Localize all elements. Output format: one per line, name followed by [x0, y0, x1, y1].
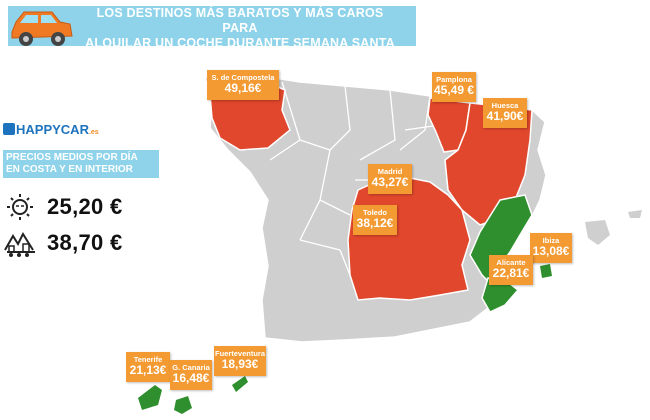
- title-line-2: ALQUILAR UN COCHE DURANTE SEMANA SANTA: [85, 36, 395, 50]
- label-price: 45,49 €: [433, 83, 475, 97]
- label-city: Toledo: [362, 208, 388, 217]
- label-city: Alicante: [496, 258, 526, 267]
- label-alicante: Alicante 22,81€: [489, 255, 533, 285]
- label-gran-canaria: G. Canaria 16,48€: [170, 360, 212, 390]
- page-title: LOS DESTINOS MÁS BARATOS Y MÁS CAROS PAR…: [80, 6, 400, 51]
- interior-price-row: 38,70 €: [3, 228, 123, 258]
- logo-mark-icon: [3, 123, 15, 135]
- label-city: S. de Compostela: [211, 73, 275, 82]
- label-price: 18,93€: [221, 357, 259, 371]
- label-price: 38,12€: [356, 216, 394, 230]
- brand-tld: .es: [88, 129, 99, 136]
- interior-price: 38,70 €: [47, 230, 123, 255]
- subtitle-line-1: PRECIOS MEDIOS POR DÍA: [6, 152, 138, 163]
- label-price: 49,16€: [224, 81, 262, 95]
- label-santiago: S. de Compostela 49,16€: [207, 70, 279, 100]
- island-gran-canaria: [174, 396, 192, 414]
- island-tenerife: [138, 385, 162, 410]
- island-fuerteventura: [232, 376, 248, 392]
- label-price: 13,08€: [532, 244, 570, 258]
- costa-price-row: 25,20 €: [3, 192, 123, 222]
- island-menorca: [628, 210, 642, 218]
- label-price: 16,48€: [172, 371, 210, 385]
- label-price: 41,90€: [486, 109, 524, 123]
- label-ibiza: Ibiza 13,08€: [530, 233, 572, 263]
- label-price: 21,13€: [129, 363, 167, 377]
- brand-name: HAPPYCAR: [16, 122, 89, 137]
- label-city: G. Canaria: [172, 363, 210, 372]
- sun-icon: [7, 194, 33, 220]
- costa-price: 25,20 €: [47, 194, 123, 219]
- label-pamplona: Pamplona 45,49 €: [432, 72, 476, 102]
- label-madrid: Madrid 43,27€: [368, 164, 412, 194]
- average-prices-subtitle: PRECIOS MEDIOS POR DÍA EN COSTA Y EN INT…: [3, 150, 159, 178]
- title-line-1: LOS DESTINOS MÁS BARATOS Y MÁS CAROS PAR…: [96, 6, 384, 35]
- happycar-logo: HAPPYCAR.es: [3, 122, 99, 137]
- label-fuerteventura: Fuerteventura 18,93€: [214, 346, 266, 376]
- mountain-town-icon: [4, 231, 35, 257]
- header-banner: [8, 6, 416, 46]
- portugal: [228, 150, 268, 300]
- label-city: Tenerife: [133, 355, 163, 364]
- label-price: 43,27€: [371, 175, 409, 189]
- label-city: Fuerteventura: [214, 349, 265, 358]
- label-huesca: Huesca 41,90€: [483, 98, 527, 128]
- label-city: Ibiza: [542, 236, 560, 245]
- island-mallorca: [585, 220, 610, 245]
- label-city: Huesca: [491, 101, 519, 110]
- label-tenerife: Tenerife 21,13€: [126, 352, 170, 382]
- car-icon: [11, 11, 73, 46]
- label-city: Madrid: [377, 167, 403, 176]
- label-city: Pamplona: [436, 75, 472, 84]
- subtitle-line-2: EN COSTA Y EN INTERIOR: [6, 164, 133, 175]
- island-ibiza: [540, 264, 552, 278]
- label-price: 22,81€: [492, 266, 530, 280]
- label-toledo: Toledo 38,12€: [353, 205, 397, 235]
